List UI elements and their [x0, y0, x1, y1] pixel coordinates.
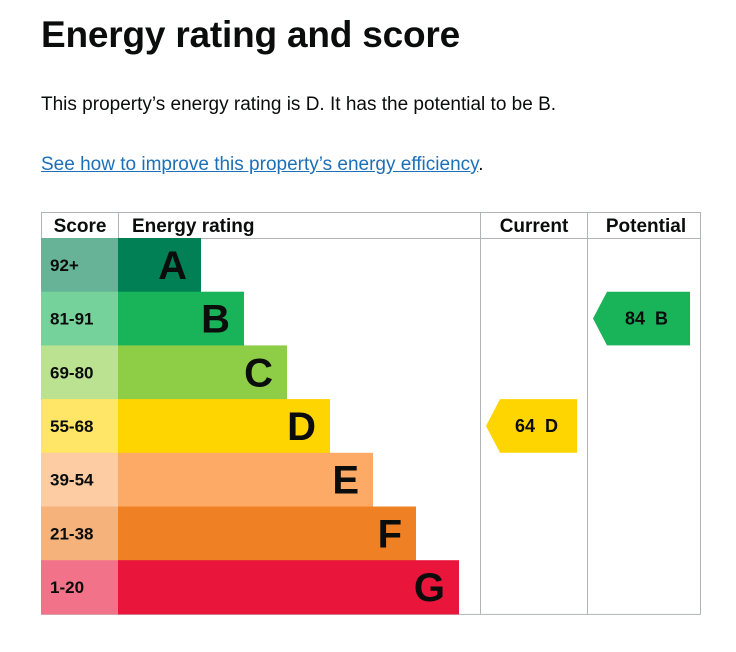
link-suffix: .: [478, 154, 484, 175]
score-cell: [41, 506, 118, 561]
score-cell: [41, 238, 118, 293]
score-cell: [41, 452, 118, 507]
column-header: Potential: [606, 216, 686, 237]
score-cell: [41, 560, 118, 615]
rating-letter: G: [414, 566, 445, 610]
score-cell: [41, 345, 118, 400]
rating-bands: 92+ A 81-91 B 69-80 C 55-68 D 39-54 E 21-38 F 1-20 G: [41, 238, 459, 615]
page-title: Energy rating and score: [41, 14, 460, 55]
rating-bar: [118, 399, 330, 454]
rating-bar: [118, 345, 287, 400]
column-header: Energy rating: [132, 216, 254, 237]
rating-letter: E: [332, 459, 359, 503]
score-cell: [41, 399, 118, 454]
score-range-label: 81-91: [50, 310, 93, 329]
potential-rating-label: 84 B: [625, 309, 668, 329]
rating-letter: C: [244, 351, 273, 395]
score-range-label: 39-54: [50, 471, 94, 490]
score-range-label: 1-20: [50, 578, 84, 597]
improve-efficiency-link[interactable]: See how to improve this property’s energ…: [41, 154, 479, 175]
rating-letter: D: [287, 405, 316, 449]
potential-rating-arrow: [593, 291, 690, 346]
score-cell: [41, 291, 118, 346]
rating-bar: [118, 238, 201, 293]
rating-bar: [118, 291, 244, 346]
rating-letter: B: [201, 298, 230, 342]
improve-link-line: See how to improve this property’s energ…: [41, 154, 484, 176]
score-range-label: 92+: [50, 256, 79, 275]
column-header: Score: [54, 216, 107, 237]
score-range-label: 69-80: [50, 363, 93, 382]
rating-letter: F: [378, 512, 402, 556]
score-range-label: 21-38: [50, 524, 93, 543]
rating-bar: [118, 560, 459, 615]
current-rating-arrow: [486, 399, 577, 453]
column-headers: Score Energy rating Current Potential: [54, 216, 687, 237]
column-header: Current: [500, 216, 569, 237]
rating-markers: 64 D 84 B: [486, 291, 690, 453]
score-range-label: 55-68: [50, 417, 93, 436]
current-rating-label: 64 D: [515, 416, 558, 436]
rating-bar: [118, 506, 416, 561]
rating-letter: A: [158, 244, 187, 288]
rating-summary: This property’s energy rating is D. It h…: [41, 94, 557, 115]
rating-bar: [118, 452, 373, 507]
